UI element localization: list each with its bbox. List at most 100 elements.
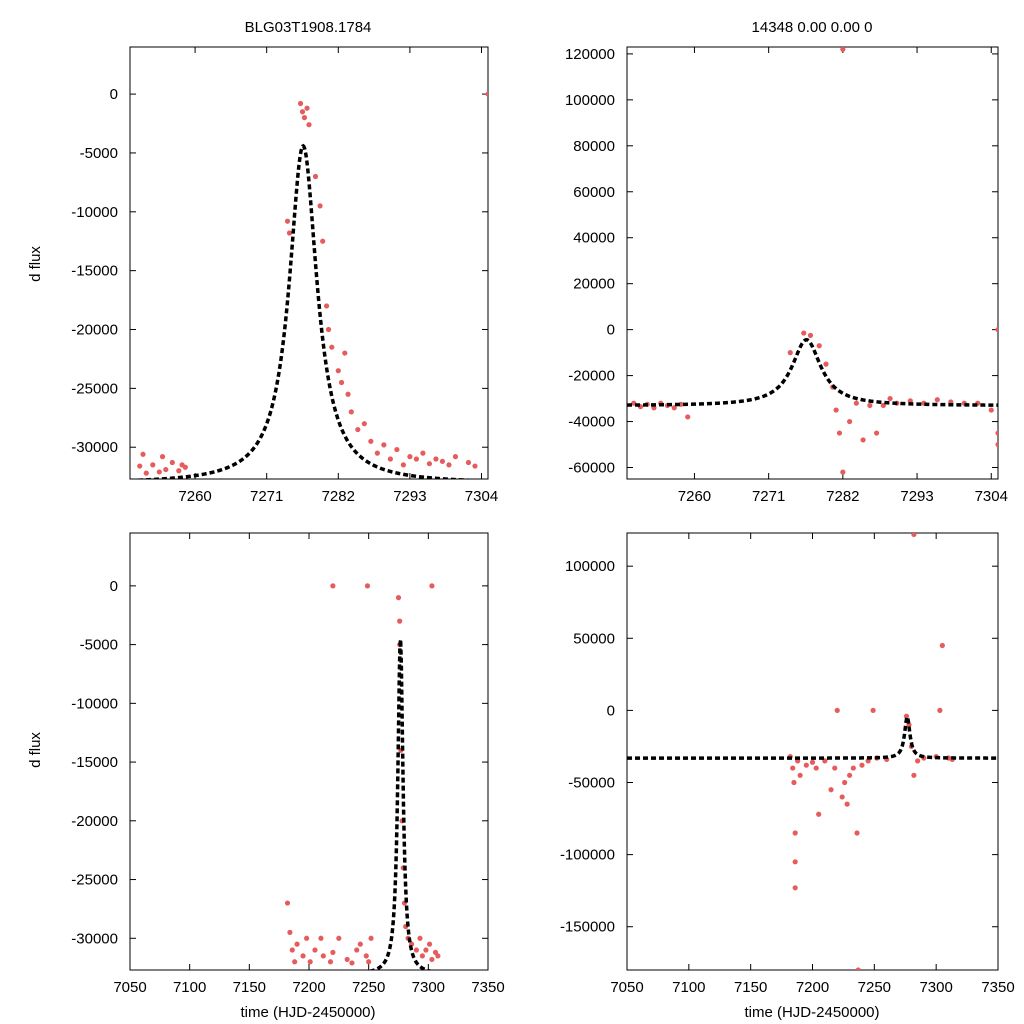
y-tick-label: 0 xyxy=(110,578,118,595)
data-point xyxy=(840,469,846,475)
data-point xyxy=(855,967,861,970)
x-tick-label: 7260 xyxy=(178,488,211,505)
data-point xyxy=(413,456,419,462)
data-point xyxy=(323,303,330,309)
data-point xyxy=(364,583,371,589)
x-tick-label: 7350 xyxy=(981,979,1014,996)
data-point xyxy=(803,762,809,768)
data-point xyxy=(387,456,393,462)
panel-bottom-right: 7050 7100 7150 7200 7250 7300 7350 100000 50000 0… xyxy=(560,532,1015,996)
data-point xyxy=(988,407,994,413)
data-point xyxy=(397,618,403,624)
data-point xyxy=(325,326,332,333)
data-point xyxy=(937,707,943,713)
data-point xyxy=(790,765,796,771)
data-point xyxy=(854,830,860,836)
data-point xyxy=(345,391,351,397)
data-point xyxy=(289,947,295,953)
x-tick-label: 7304 xyxy=(975,488,1008,505)
data-point xyxy=(300,953,306,959)
data-point xyxy=(320,238,326,244)
plot-frame xyxy=(129,46,489,480)
xlabel-right: time (HJD-2450000) xyxy=(744,1004,879,1021)
data-point xyxy=(140,451,146,457)
y-tick-label: -30000 xyxy=(71,930,118,947)
data-point xyxy=(685,414,691,420)
y-tick-label: 80000 xyxy=(573,138,615,155)
data-point xyxy=(327,959,334,965)
data-point xyxy=(439,458,446,464)
data-point xyxy=(847,772,853,778)
y-tick-label: -20000 xyxy=(568,368,615,385)
panel-top-left: 7260 7271 7282 7293 7304 0 -5000 -10000 -15000 -2… xyxy=(71,46,498,505)
x-tick-label: 7271 xyxy=(752,488,785,505)
data-point xyxy=(839,794,845,800)
data-point xyxy=(836,430,843,436)
model-curve xyxy=(130,143,484,479)
y-tick-label: -20000 xyxy=(71,322,118,339)
data-point xyxy=(792,830,798,836)
data-point xyxy=(853,400,859,406)
x-tick-label: 7271 xyxy=(250,488,283,505)
x-tick-label: 7282 xyxy=(322,488,355,505)
data-point xyxy=(301,115,308,121)
y-tick-label: -20000 xyxy=(71,813,118,830)
data-point xyxy=(381,442,387,448)
x-tick-label: 7200 xyxy=(796,979,829,996)
x-tick-label: 7250 xyxy=(858,979,891,996)
data-point xyxy=(400,462,406,468)
data-point xyxy=(312,173,319,180)
x-tick-label: 7300 xyxy=(412,979,445,996)
data-point xyxy=(911,772,917,778)
y-tick-label: -10000 xyxy=(71,695,118,712)
x-tick-label: 7304 xyxy=(465,488,498,505)
y-tick-label: -60000 xyxy=(568,460,615,477)
data-point xyxy=(395,595,402,601)
data-point xyxy=(374,450,380,456)
data-point xyxy=(297,100,304,107)
plot-area xyxy=(627,533,998,970)
data-point xyxy=(791,779,797,786)
panel-bottom-left: 7050 7100 7150 7200 7250 7300 7350 0 -5000 -10000… xyxy=(71,532,505,996)
data-point xyxy=(813,765,819,771)
data-point xyxy=(915,758,921,764)
ylabel-bottom: d flux xyxy=(27,732,44,768)
data-point xyxy=(137,463,143,469)
data-point xyxy=(873,430,880,436)
data-point xyxy=(368,438,374,444)
data-point xyxy=(363,953,369,959)
x-tick-label: 7350 xyxy=(471,979,504,996)
data-point xyxy=(842,779,848,786)
y-tick-label: -5000 xyxy=(80,637,118,654)
y-tick-label: -30000 xyxy=(71,439,118,456)
data-point xyxy=(850,765,856,771)
title-right: 14348 0.00 0.00 0 xyxy=(752,19,873,36)
xlabel-left: time (HJD-2450000) xyxy=(240,1004,375,1021)
y-tick-label: -15000 xyxy=(71,754,118,771)
data-point xyxy=(307,959,313,965)
data-point xyxy=(176,468,182,474)
data-point xyxy=(792,859,798,865)
data-point xyxy=(287,929,293,936)
x-tick-label: 7300 xyxy=(919,979,952,996)
x-tick-label: 7150 xyxy=(734,979,767,996)
data-point xyxy=(179,462,185,468)
y-tick-label: -15000 xyxy=(71,263,118,280)
data-point xyxy=(407,454,413,460)
data-point xyxy=(306,122,312,128)
data-point xyxy=(671,405,677,411)
y-tick-label: -5000 xyxy=(80,145,118,162)
ylabel-top: d flux xyxy=(27,246,44,282)
data-point xyxy=(335,368,341,374)
data-point xyxy=(419,953,425,959)
data-point xyxy=(433,456,439,462)
x-tick-label: 7100 xyxy=(672,979,705,996)
plot-area xyxy=(284,583,441,970)
plot-frame xyxy=(626,46,999,480)
data-point xyxy=(832,765,838,771)
data-point xyxy=(426,941,433,947)
data-point xyxy=(338,379,345,386)
panel-top-right: 7260 7271 7282 7293 7304 120000 100000 80000 600… xyxy=(565,46,1008,505)
